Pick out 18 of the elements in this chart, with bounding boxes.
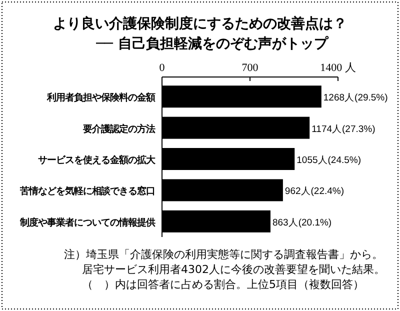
data-label: 1268人(29.5%) <box>323 92 388 104</box>
chart-subtitle: ── 自己負担軽減をのぞむ声がトップ <box>95 35 329 52</box>
chart-title: より良い介護保険制度にするための改善点は？ <box>53 15 347 32</box>
text: 注）埼玉県「介護保険の利用実態等に関する調査報告書」から。 <box>64 248 383 261</box>
x-tick-label: 0 <box>159 62 166 74</box>
data-label: 1174人(27.3%) <box>312 124 376 135</box>
data-label: 863人(20.1%) <box>272 217 332 228</box>
y-tick-label: 苦情などを気軽に相談できる窓口 <box>19 186 155 198</box>
text: （ ）内は回答者に占める割合。上位5項目（複数回答） <box>82 278 364 291</box>
y-tick-label: 利用者負担や保険料の金額 <box>46 92 155 104</box>
x-tick-label: 700 <box>242 62 259 74</box>
y-tick-label: サービスを使える金額の拡大 <box>38 155 156 166</box>
text: 居宅サービス利用者4302人に今後の改善要望を聞いた結果。 <box>82 263 385 276</box>
y-tick-label: 制度や事業者についての情報提供 <box>19 217 155 228</box>
y-tick-label: 要介護認定の方法 <box>82 124 155 135</box>
data-label: 962人(22.4%) <box>284 186 344 198</box>
x-tick-label: 1400 人 <box>320 62 356 74</box>
data-label: 1055人(24.5%) <box>296 155 362 166</box>
